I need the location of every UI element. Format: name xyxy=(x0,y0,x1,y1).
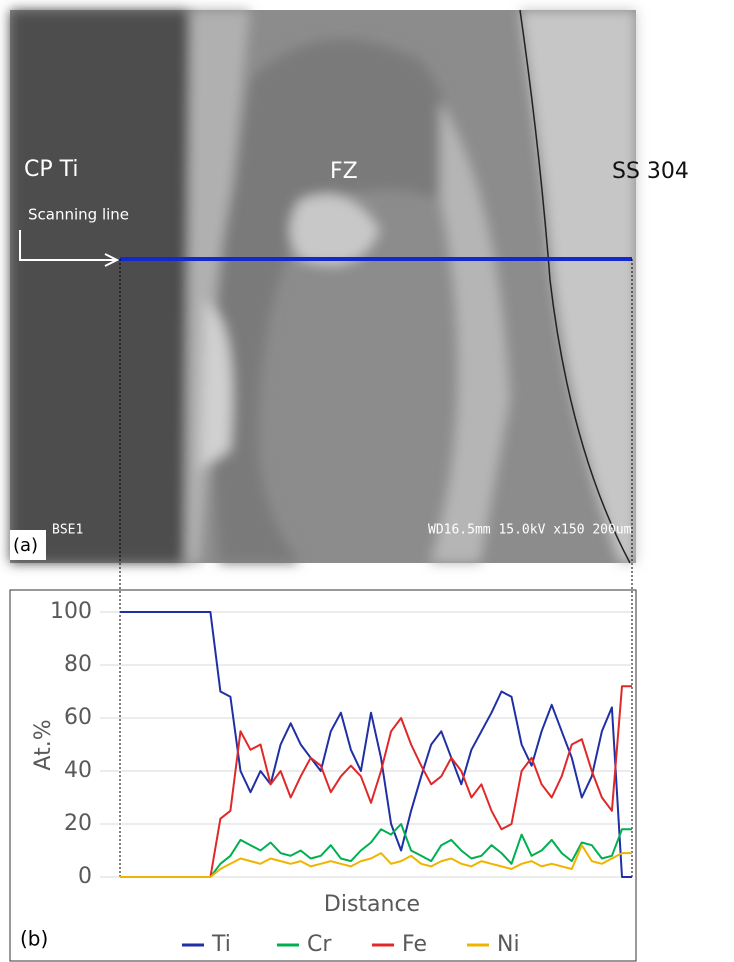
legend-label: Ni xyxy=(497,932,520,957)
info-bar: WD16.5mm 15.0kV x150 200um xyxy=(428,523,632,538)
region-label: CP Ti xyxy=(24,157,79,182)
y-tick-label: 40 xyxy=(64,758,92,783)
region-label: SS 304 xyxy=(612,159,689,184)
y-tick-label: 20 xyxy=(64,811,92,836)
panel-label: (a) xyxy=(13,535,38,556)
region-label: FZ xyxy=(330,159,358,184)
panel-label: (b) xyxy=(20,927,48,951)
arrow-label: Scanning line xyxy=(28,206,129,224)
legend-label: Fe xyxy=(402,932,427,957)
legend-label: Ti xyxy=(211,932,231,957)
sem-image: CP Ti FZ SS 304 Scanning line (a) BSE1 W… xyxy=(10,10,689,563)
y-tick-label: 100 xyxy=(50,599,92,624)
detector-label: BSE1 xyxy=(52,523,83,538)
figure: CP Ti FZ SS 304 Scanning line (a) BSE1 W… xyxy=(0,0,734,962)
y-tick-label: 80 xyxy=(64,652,92,677)
y-tick-label: 60 xyxy=(64,705,92,730)
legend-label: Cr xyxy=(307,932,332,957)
x-axis-title: Distance xyxy=(324,892,420,917)
series-line xyxy=(120,845,632,877)
series-line xyxy=(120,824,632,877)
y-axis-title: At.% xyxy=(31,719,56,770)
y-tick-label: 0 xyxy=(78,864,92,889)
